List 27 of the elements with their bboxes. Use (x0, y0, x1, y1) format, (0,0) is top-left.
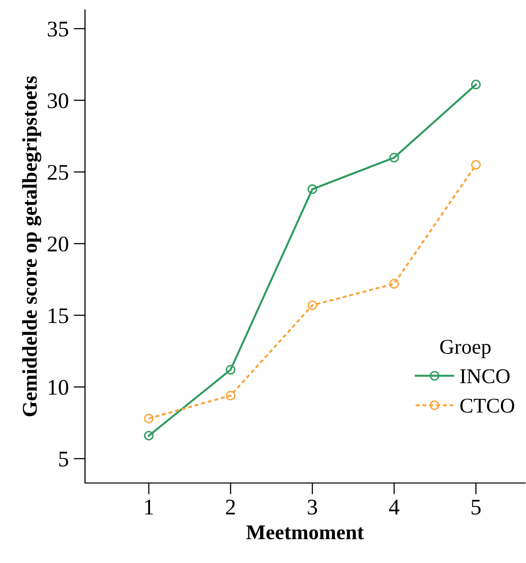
x-tick-label: 3 (308, 500, 318, 515)
y-tick-label: 5 (59, 452, 68, 467)
legend-label: CTCO (460, 398, 514, 413)
point (144, 430, 154, 441)
y-axis-title: Gemiddelde score op getalbegripstoets (22, 76, 42, 416)
point (308, 300, 318, 310)
x-tick-label: 1 (145, 500, 154, 514)
point (226, 390, 236, 400)
point (308, 184, 318, 194)
point (389, 278, 400, 289)
point (389, 152, 400, 162)
y-tick-label: 25 (48, 164, 68, 180)
x-axis-title: Meetmoment (246, 525, 364, 540)
legend-title: Groep (440, 340, 491, 358)
y-tick-label: 20 (48, 236, 68, 252)
y-tick-label: 15 (48, 308, 68, 324)
y-tick-label: 30 (48, 93, 68, 108)
x-tick-label: 4 (389, 500, 400, 514)
y-tick-label: 35 (48, 22, 68, 37)
x-tick-label: 5 (472, 500, 481, 515)
point (226, 364, 236, 375)
point (471, 80, 481, 90)
x-tick-label: 2 (226, 500, 235, 514)
point (144, 414, 154, 424)
y-tick-label: 10 (48, 380, 68, 395)
point (471, 160, 481, 170)
legend-label: INCO (460, 369, 510, 384)
